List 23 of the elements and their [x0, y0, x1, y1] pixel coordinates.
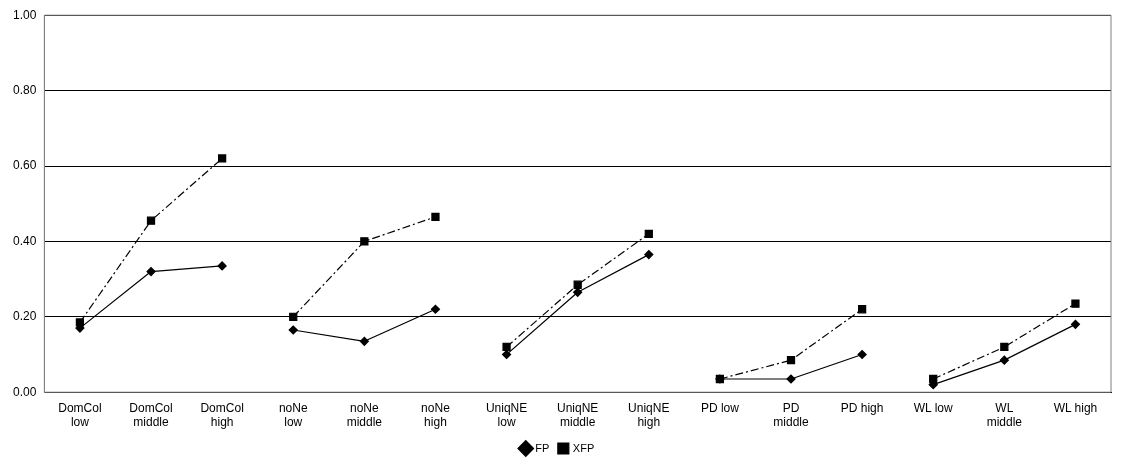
- x-tick-label: UniqNE middle: [557, 400, 599, 430]
- x-tick-label: noNe high: [421, 400, 451, 430]
- x-tick-label: UniqNE high: [628, 400, 670, 430]
- x-tick-label: WL middle: [986, 400, 1023, 430]
- y-tick-label: 1.00: [13, 7, 37, 22]
- x-tick-label: PD low: [700, 400, 740, 415]
- legend-label: FP: [535, 441, 550, 454]
- x-tick-label: noNe low: [278, 400, 308, 430]
- x-tick-label: UniqNE low: [485, 400, 528, 430]
- y-tick-label: 0.40: [13, 233, 37, 248]
- x-tick-label: DomCol middle: [129, 400, 173, 430]
- x-tick-label: WL low: [913, 400, 953, 415]
- x-tick-label: PD middle: [773, 400, 809, 430]
- y-tick-label: 0.60: [13, 158, 37, 173]
- y-tick-label: 0.20: [13, 309, 37, 324]
- x-tick-label: PD high: [840, 400, 884, 415]
- y-tick-label: 0.80: [13, 82, 37, 97]
- legend-label: XFP: [572, 441, 595, 454]
- x-tick-label: WL high: [1053, 400, 1098, 415]
- y-tick-label: 0.00: [13, 384, 37, 399]
- x-tick-label: DomCol high: [200, 400, 244, 430]
- x-tick-label: noNe middle: [346, 400, 383, 430]
- x-tick-label: DomCol low: [58, 400, 102, 430]
